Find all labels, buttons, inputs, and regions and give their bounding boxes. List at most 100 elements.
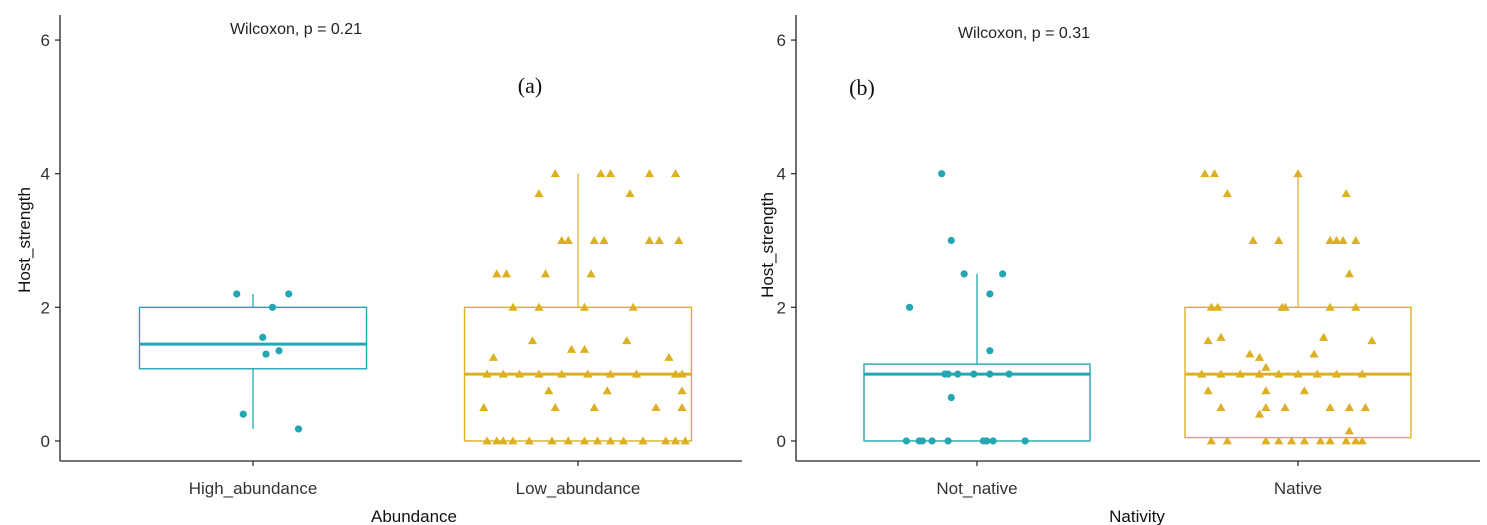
data-point xyxy=(1331,369,1342,378)
data-point xyxy=(1299,436,1310,445)
data-point xyxy=(1357,436,1367,445)
panel-a: 0 2 4 6 High_abundance Low_abundance Wilcoxon… xyxy=(15,15,742,525)
data-point xyxy=(1286,436,1297,445)
data-point xyxy=(239,410,247,418)
axes-layer: 0 2 4 6 High_abundance Low_abundance xyxy=(41,15,742,498)
y-axis-label: Host_strength xyxy=(758,192,777,298)
y-tick-label: 4 xyxy=(41,165,50,184)
data-point xyxy=(651,402,661,411)
data-point xyxy=(644,169,655,178)
panel-label: (b) xyxy=(849,75,875,100)
data-point xyxy=(1254,352,1265,361)
data-point xyxy=(557,369,567,378)
data-point xyxy=(557,235,567,244)
data-point xyxy=(524,436,534,445)
data-point xyxy=(1338,235,1348,244)
x-axis-label: Abundance xyxy=(371,507,457,525)
data-point xyxy=(492,269,502,278)
data-point xyxy=(1331,235,1342,244)
data-point xyxy=(275,347,283,355)
data-point xyxy=(566,344,577,353)
data-point xyxy=(579,302,590,311)
data-point xyxy=(1351,235,1361,244)
data-point xyxy=(954,370,962,378)
data-point xyxy=(1280,402,1290,411)
data-point xyxy=(1216,402,1226,411)
x-tick-label: Native xyxy=(1274,479,1322,498)
data-point xyxy=(1261,362,1271,371)
data-point xyxy=(1222,189,1232,198)
data-point xyxy=(944,370,952,378)
data-point xyxy=(579,344,590,353)
data-point xyxy=(1261,402,1271,411)
data-point xyxy=(1344,426,1354,435)
data-point xyxy=(989,437,997,445)
data-point xyxy=(589,235,599,244)
data-point xyxy=(670,369,681,378)
data-point xyxy=(498,369,508,378)
x-tick-label: Low_abundance xyxy=(516,479,641,498)
data-point xyxy=(1325,302,1335,311)
data-point xyxy=(508,302,518,311)
data-point xyxy=(592,436,603,445)
data-point xyxy=(986,290,994,298)
data-point xyxy=(999,270,1007,278)
data-point xyxy=(983,437,991,445)
x-tick-label: High_abundance xyxy=(189,479,318,498)
data-point xyxy=(1341,189,1351,198)
data-point xyxy=(514,369,525,378)
data-point xyxy=(1216,332,1226,341)
data-point xyxy=(1325,436,1335,445)
data-point xyxy=(599,235,609,244)
data-point xyxy=(1315,436,1326,445)
data-point xyxy=(294,425,303,433)
data-point xyxy=(1341,436,1351,445)
data-point xyxy=(1351,436,1361,445)
data-point xyxy=(1222,436,1232,445)
y-tick-label: 6 xyxy=(777,31,786,50)
data-point xyxy=(905,303,914,311)
data-point xyxy=(1213,302,1223,311)
data-point xyxy=(677,402,687,411)
y-tick-label: 0 xyxy=(777,432,786,451)
data-point xyxy=(498,436,508,445)
data-point xyxy=(268,303,277,311)
data-point xyxy=(1325,235,1335,244)
data-point xyxy=(1274,436,1284,445)
data-point xyxy=(938,170,946,178)
data-point xyxy=(677,386,687,395)
panel-label: (a) xyxy=(518,73,542,98)
data-point xyxy=(1206,302,1216,311)
data-point xyxy=(1245,349,1255,358)
data-point xyxy=(618,436,629,445)
data-point xyxy=(1325,402,1335,411)
data-point xyxy=(1280,302,1290,311)
data-point xyxy=(902,437,910,445)
data-point xyxy=(1021,437,1029,445)
data-point xyxy=(1367,336,1377,345)
data-point xyxy=(596,169,606,178)
data-point xyxy=(501,269,512,278)
data-point xyxy=(1274,235,1284,244)
data-point xyxy=(986,347,994,355)
data-point xyxy=(628,302,638,311)
data-point xyxy=(547,436,557,445)
y-tick-label: 0 xyxy=(41,432,50,451)
data-point xyxy=(1254,369,1265,378)
data-point xyxy=(527,336,538,345)
data-point xyxy=(1005,370,1013,378)
x-tick-label: Not_native xyxy=(936,479,1017,498)
data-point xyxy=(1254,409,1265,418)
data-point xyxy=(1203,336,1213,345)
y-axis-label: Host_strength xyxy=(15,187,34,293)
data-point xyxy=(1360,402,1371,411)
data-point xyxy=(589,402,599,411)
y-tick-label: 2 xyxy=(41,298,50,317)
data-point xyxy=(508,436,518,445)
data-point xyxy=(944,437,952,445)
data-point xyxy=(1203,386,1213,395)
box-iqr xyxy=(1184,306,1412,439)
wilcoxon-annotation: Wilcoxon, p = 0.21 xyxy=(230,21,362,38)
